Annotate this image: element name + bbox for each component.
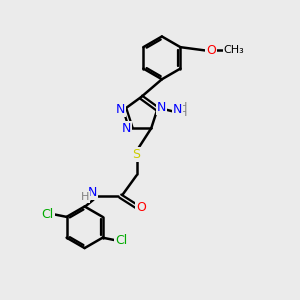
- Text: N: N: [88, 186, 97, 199]
- Text: Cl: Cl: [115, 234, 128, 247]
- Text: O: O: [206, 44, 216, 57]
- Text: N: N: [116, 103, 125, 116]
- Text: N: N: [122, 122, 131, 135]
- Text: Cl: Cl: [42, 208, 54, 221]
- Text: H: H: [81, 192, 89, 202]
- Text: N: N: [173, 103, 182, 116]
- Text: O: O: [136, 201, 146, 214]
- Text: CH₃: CH₃: [224, 45, 244, 56]
- Text: S: S: [133, 148, 141, 161]
- Text: N: N: [157, 101, 166, 114]
- Text: H: H: [178, 109, 187, 118]
- Text: H: H: [178, 102, 187, 112]
